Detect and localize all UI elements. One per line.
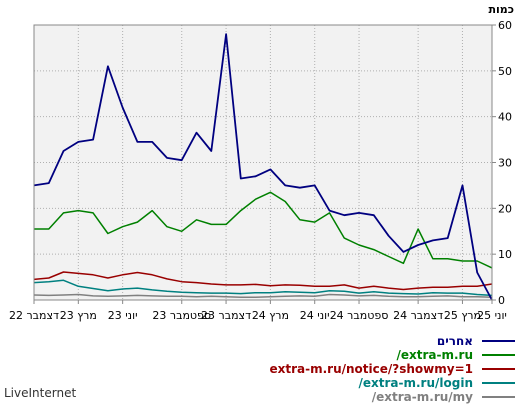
x-tick-label: דצמבר 24 [393,309,443,322]
x-tick-label: יוני 25 [477,309,507,322]
y-tick-label: 40 [498,111,512,124]
series-line-0 [33,33,493,301]
y-tick-label: 30 [498,157,512,170]
legend-label-3: /extra-m.ru/login [358,376,473,390]
x-tick-label: מרץ 23 [60,309,97,322]
y-tick-label: 10 [498,248,512,261]
y-tick-label: 50 [498,65,512,78]
x-tick-label: יוני 24 [300,309,330,322]
y-tick-label: 0 [498,294,505,307]
legend-label-0: אחרים [437,334,473,348]
x-tick-label: ספטמבר 23 [152,309,211,322]
x-tick-label: יוני 23 [108,309,138,322]
legend-label-2: extra-m.ru/notice/?showmy=1 [270,362,474,376]
brand-label: LiveInternet [4,386,77,400]
y-axis-ticks: 0 10 20 30 40 50 60 [492,19,512,307]
x-tick-label: ספטמבר 24 [330,309,389,322]
series-line-4 [33,293,493,299]
y-axis-title: כמות [489,3,514,16]
series-line-1 [34,191,493,269]
series-lines [33,33,493,301]
x-tick-label: דצמבר 23 [201,309,251,322]
legend-label-4: /extra-m.ru/my [372,390,473,404]
legend: אחרים/extra-m.ruextra-m.ru/notice/?showm… [270,334,515,404]
series-line-3 [33,279,493,297]
series-line-2 [33,271,493,291]
y-tick-label: 60 [498,19,512,32]
y-tick-label: 20 [498,202,512,215]
x-tick-label: דצמבר 22 [9,309,59,322]
x-tick-label: מרץ 25 [444,309,481,322]
x-tick-label: מרץ 24 [252,309,289,322]
legend-label-1: /extra-m.ru [396,348,473,362]
